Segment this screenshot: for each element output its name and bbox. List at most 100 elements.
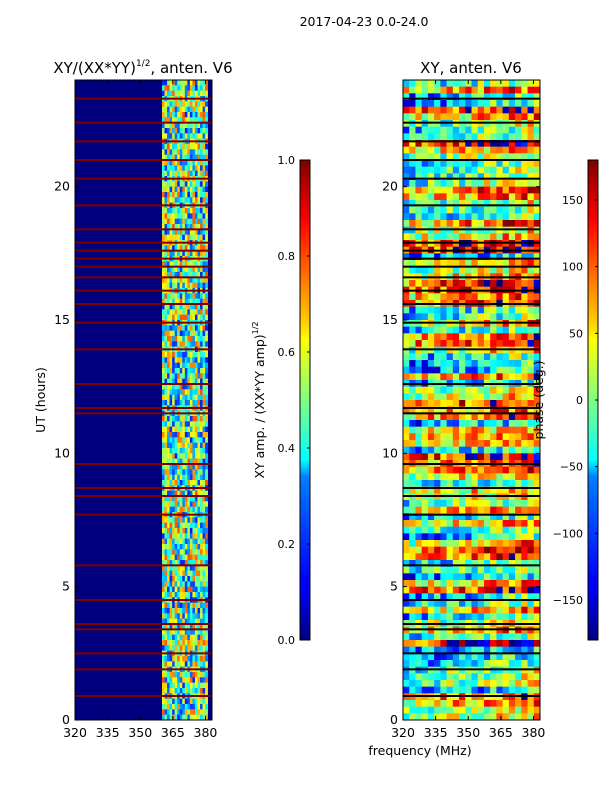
phase-cell bbox=[403, 520, 410, 527]
amplitude-cell bbox=[187, 336, 191, 342]
amplitude-cell bbox=[179, 480, 183, 486]
amplitude-cell bbox=[184, 384, 188, 390]
amplitude-cell bbox=[179, 496, 183, 502]
amplitude-cell bbox=[179, 298, 183, 305]
amplitude-cell bbox=[192, 448, 196, 454]
phase-cell bbox=[515, 153, 522, 161]
amplitude-cell bbox=[184, 602, 188, 609]
phase-cell bbox=[459, 486, 466, 494]
phase-cell bbox=[490, 420, 497, 427]
phase-cell bbox=[415, 553, 422, 561]
amplitude-cell bbox=[187, 282, 191, 289]
phase-cell bbox=[459, 180, 466, 187]
phase-cell bbox=[446, 706, 454, 714]
amplitude-cell bbox=[200, 602, 203, 609]
phase-cell bbox=[403, 406, 410, 414]
phase-cell bbox=[477, 646, 485, 654]
amplitude-cell bbox=[205, 672, 208, 678]
amplitude-cell bbox=[174, 544, 178, 550]
phase-cell bbox=[533, 446, 540, 454]
amplitude-cell bbox=[197, 624, 201, 630]
amplitude-cell bbox=[205, 442, 208, 449]
phase-cell bbox=[521, 700, 528, 707]
phase-cell bbox=[521, 520, 528, 527]
phase-cell bbox=[415, 206, 422, 214]
phase-cell bbox=[440, 513, 447, 521]
phase-cell bbox=[515, 506, 522, 514]
amplitude-cell bbox=[174, 106, 178, 113]
amplitude-cell bbox=[161, 272, 165, 278]
amplitude-cell bbox=[179, 325, 183, 331]
amplitude-cell bbox=[184, 533, 188, 539]
amplitude-cell bbox=[184, 170, 188, 177]
phase-cell bbox=[465, 100, 472, 107]
phase-cell bbox=[415, 446, 422, 454]
phase-cell bbox=[496, 326, 503, 334]
phase-cell bbox=[527, 293, 535, 301]
amplitude-cell bbox=[194, 282, 198, 289]
amplitude-cell bbox=[202, 144, 206, 150]
amplitude-cell bbox=[184, 144, 188, 150]
phase-cell bbox=[434, 220, 441, 227]
amplitude-cell bbox=[192, 144, 196, 150]
amplitude-cell bbox=[187, 677, 191, 683]
amplitude-cell bbox=[192, 117, 196, 123]
phase-cell bbox=[446, 440, 454, 447]
phase-cell bbox=[427, 660, 435, 667]
amplitude-cell bbox=[189, 384, 193, 390]
amplitude-cell bbox=[202, 373, 206, 379]
phase-cell bbox=[409, 373, 416, 381]
phase-cell bbox=[483, 200, 491, 207]
phase-cell bbox=[483, 333, 491, 341]
amplitude-cell bbox=[167, 538, 170, 545]
phase-cell bbox=[515, 433, 522, 441]
amplitude-flagged-row bbox=[75, 303, 212, 305]
phase-cell bbox=[452, 546, 460, 554]
phase-cell bbox=[483, 373, 491, 381]
phase-cell bbox=[502, 660, 510, 667]
phase-cell bbox=[446, 393, 454, 401]
amplitude-cell bbox=[184, 560, 188, 566]
phase-cell bbox=[409, 593, 416, 601]
phase-cell bbox=[496, 106, 503, 114]
amplitude-cell bbox=[161, 586, 165, 593]
amplitude-cell bbox=[192, 90, 196, 97]
amplitude-cell bbox=[172, 538, 175, 545]
phase-cell bbox=[483, 480, 491, 487]
phase-cell bbox=[409, 446, 416, 454]
phase-cell bbox=[477, 706, 485, 714]
phase-cell bbox=[459, 233, 466, 241]
amplitude-cell bbox=[189, 309, 193, 315]
phase-cell bbox=[440, 326, 447, 334]
phase-cell bbox=[434, 593, 441, 601]
phase-cell bbox=[521, 386, 528, 394]
phase-cell bbox=[508, 433, 516, 441]
phase-cell bbox=[502, 206, 510, 214]
phase-cell bbox=[409, 660, 416, 667]
phase-cell bbox=[527, 166, 535, 174]
amplitude-cell bbox=[174, 581, 178, 587]
amplitude-cell bbox=[197, 688, 201, 694]
amplitude-cell bbox=[184, 394, 188, 401]
phase-cell bbox=[477, 420, 485, 427]
amplitude-cell bbox=[197, 368, 201, 374]
amplitude-cell bbox=[200, 341, 203, 347]
amplitude-cell bbox=[179, 304, 183, 310]
phase-cell bbox=[521, 600, 528, 607]
phase-cell bbox=[496, 153, 503, 161]
amplitude-cell bbox=[172, 144, 175, 150]
amplitude-cell bbox=[184, 672, 188, 678]
phase-cell bbox=[533, 600, 540, 607]
amplitude-cell bbox=[182, 416, 186, 422]
phase-cell bbox=[427, 113, 435, 121]
phase-cell bbox=[434, 186, 441, 194]
amplitude-cell bbox=[169, 224, 173, 230]
phase-cell bbox=[515, 440, 522, 447]
amplitude-cell bbox=[205, 213, 208, 219]
phase-cell bbox=[533, 373, 540, 381]
phase-cell bbox=[477, 393, 485, 401]
amplitude-cell bbox=[164, 474, 168, 481]
phase-cell bbox=[521, 326, 528, 334]
phase-cell bbox=[471, 573, 479, 581]
phase-cell bbox=[533, 466, 540, 474]
